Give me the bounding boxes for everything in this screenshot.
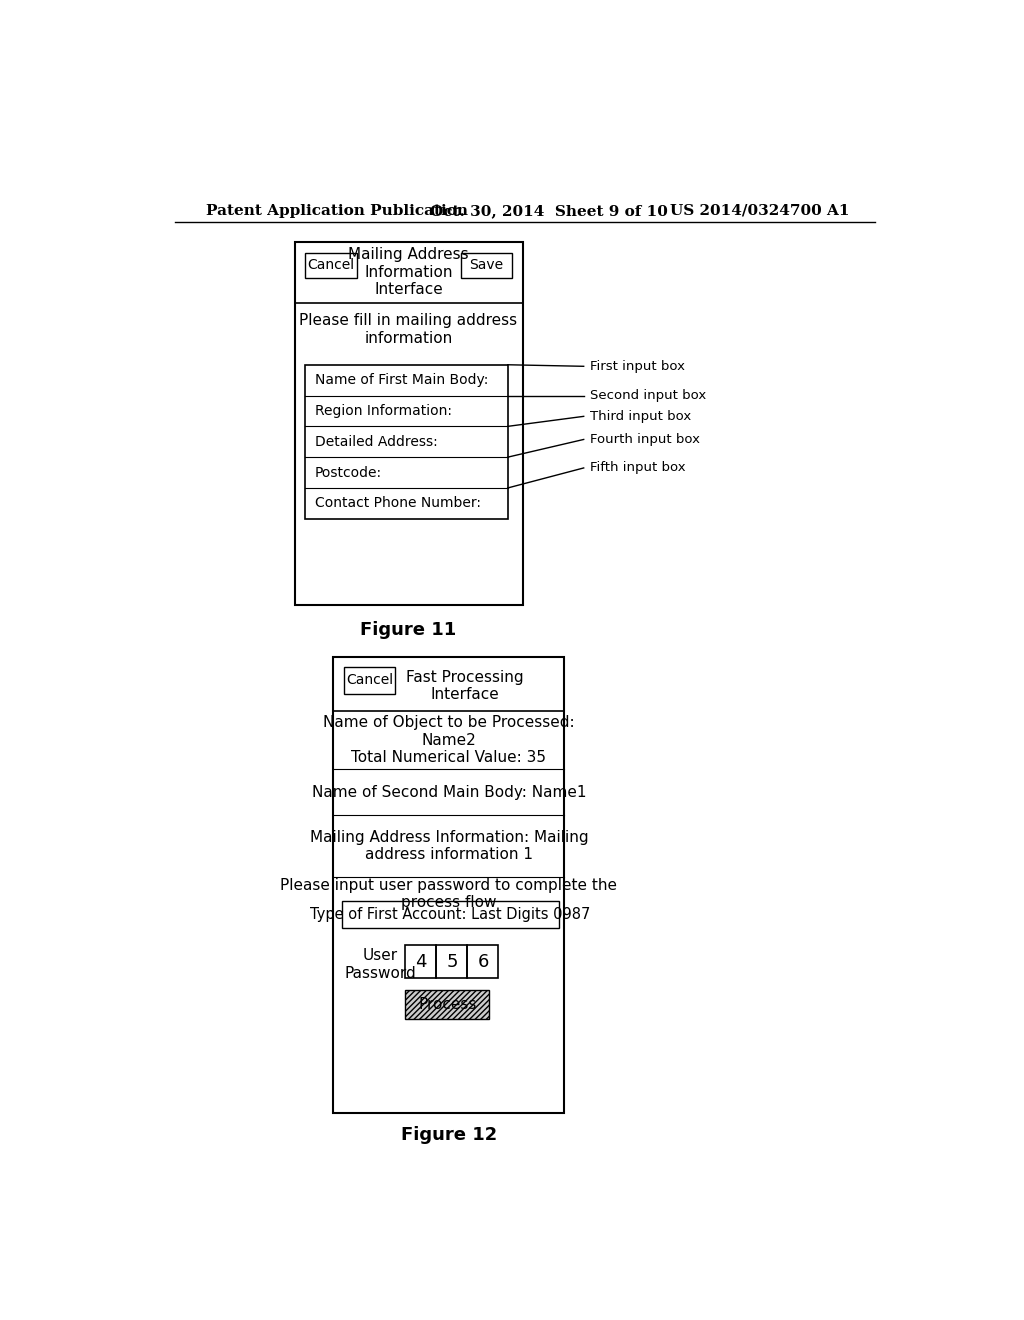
Bar bbox=[461, 253, 512, 277]
Bar bbox=[467, 945, 499, 978]
Text: Fast Processing
Interface: Fast Processing Interface bbox=[407, 669, 524, 702]
Text: Postcode:: Postcode: bbox=[314, 466, 382, 479]
Text: Figure 11: Figure 11 bbox=[360, 620, 457, 639]
Bar bbox=[344, 668, 394, 693]
Text: Please input user password to complete the
process flow: Please input user password to complete t… bbox=[281, 878, 617, 909]
Bar bbox=[436, 945, 467, 978]
Text: Name of First Main Body:: Name of First Main Body: bbox=[314, 374, 488, 387]
Text: Mailing Address Information: Mailing
address information 1: Mailing Address Information: Mailing add… bbox=[309, 830, 588, 862]
Bar bbox=[342, 902, 559, 928]
Bar bbox=[406, 945, 436, 978]
Text: Third input box: Third input box bbox=[590, 409, 691, 422]
Text: Mailing Address
Information
Interface: Mailing Address Information Interface bbox=[348, 247, 469, 297]
Text: Patent Application Publication: Patent Application Publication bbox=[206, 203, 468, 218]
Text: Type of First Account: Last Digits 0987: Type of First Account: Last Digits 0987 bbox=[310, 907, 591, 923]
Text: 5: 5 bbox=[446, 953, 458, 972]
Text: 6: 6 bbox=[477, 953, 488, 972]
Bar bbox=[334, 657, 564, 1113]
Text: Name of Object to be Processed:
Name2
Total Numerical Value: 35: Name of Object to be Processed: Name2 To… bbox=[323, 715, 574, 766]
Bar bbox=[305, 364, 508, 519]
Text: Process: Process bbox=[418, 997, 476, 1012]
Text: Figure 12: Figure 12 bbox=[400, 1126, 497, 1143]
Text: Contact Phone Number:: Contact Phone Number: bbox=[314, 496, 481, 511]
Text: Name of Second Main Body: Name1: Name of Second Main Body: Name1 bbox=[311, 784, 586, 800]
Text: User
Password: User Password bbox=[344, 948, 416, 981]
Bar bbox=[295, 242, 523, 605]
Text: 4: 4 bbox=[415, 953, 427, 972]
Bar bbox=[406, 990, 489, 1019]
Text: Cancel: Cancel bbox=[346, 673, 393, 688]
Text: Cancel: Cancel bbox=[307, 259, 354, 272]
Text: Fourth input box: Fourth input box bbox=[590, 433, 699, 446]
Text: US 2014/0324700 A1: US 2014/0324700 A1 bbox=[671, 203, 850, 218]
Text: Second input box: Second input box bbox=[590, 389, 707, 403]
Text: Please fill in mailing address
information: Please fill in mailing address informati… bbox=[299, 313, 517, 346]
Text: Save: Save bbox=[469, 259, 504, 272]
Text: Fifth input box: Fifth input box bbox=[590, 462, 685, 474]
Text: Detailed Address:: Detailed Address: bbox=[314, 434, 437, 449]
Text: First input box: First input box bbox=[590, 360, 685, 372]
Text: Oct. 30, 2014  Sheet 9 of 10: Oct. 30, 2014 Sheet 9 of 10 bbox=[430, 203, 668, 218]
Text: Region Information:: Region Information: bbox=[314, 404, 452, 418]
Bar bbox=[305, 253, 356, 277]
